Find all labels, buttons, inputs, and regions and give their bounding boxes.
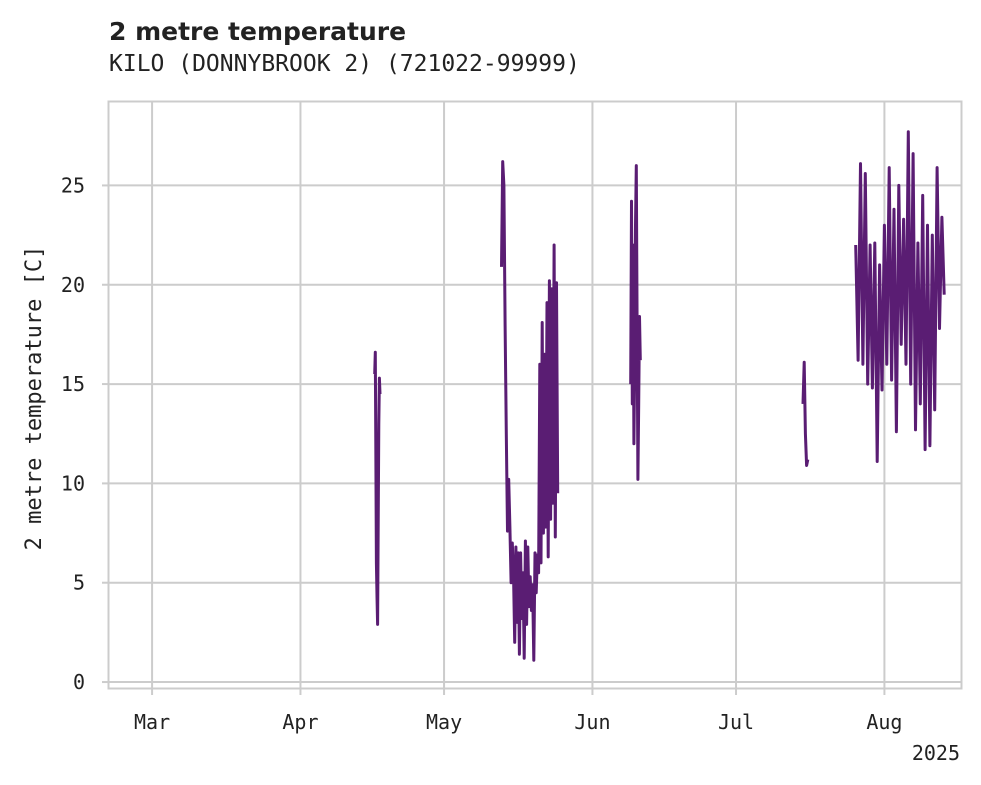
- y-tick-label: 10: [61, 471, 85, 495]
- chart-subtitle: KILO (DONNYBROOK 2) (721022-99999): [109, 51, 580, 77]
- series-line-segment: [854, 130, 946, 463]
- y-tick-label: 0: [73, 670, 85, 694]
- series-line-segment: [500, 160, 560, 662]
- y-tick-labels: 0 5 10 15 20 25: [61, 173, 85, 694]
- series-line-segment: [629, 164, 642, 481]
- series-line-segment: [373, 350, 382, 626]
- grid-lines: [102, 102, 961, 695]
- y-tick-label: 5: [73, 571, 85, 595]
- chart-title: 2 metre temperature: [109, 17, 407, 46]
- x-tick-label: Jul: [718, 710, 754, 734]
- y-tick-label: 15: [61, 372, 85, 396]
- year-label: 2025: [912, 741, 960, 765]
- x-tick-labels: Mar Apr May Jun Jul Aug: [134, 710, 902, 734]
- x-tick-label: Aug: [866, 710, 902, 734]
- x-tick-label: Jun: [574, 710, 610, 734]
- x-tick-label: Mar: [134, 710, 170, 734]
- y-tick-label: 20: [61, 273, 85, 297]
- x-tick-label: May: [426, 710, 462, 734]
- series-lines: [373, 130, 946, 662]
- y-axis-label: 2 metre temperature [C]: [22, 246, 47, 551]
- y-tick-label: 25: [61, 173, 85, 197]
- series-line-segment: [801, 360, 810, 467]
- x-tick-label: Apr: [282, 710, 318, 734]
- plot-frame: [107, 100, 963, 690]
